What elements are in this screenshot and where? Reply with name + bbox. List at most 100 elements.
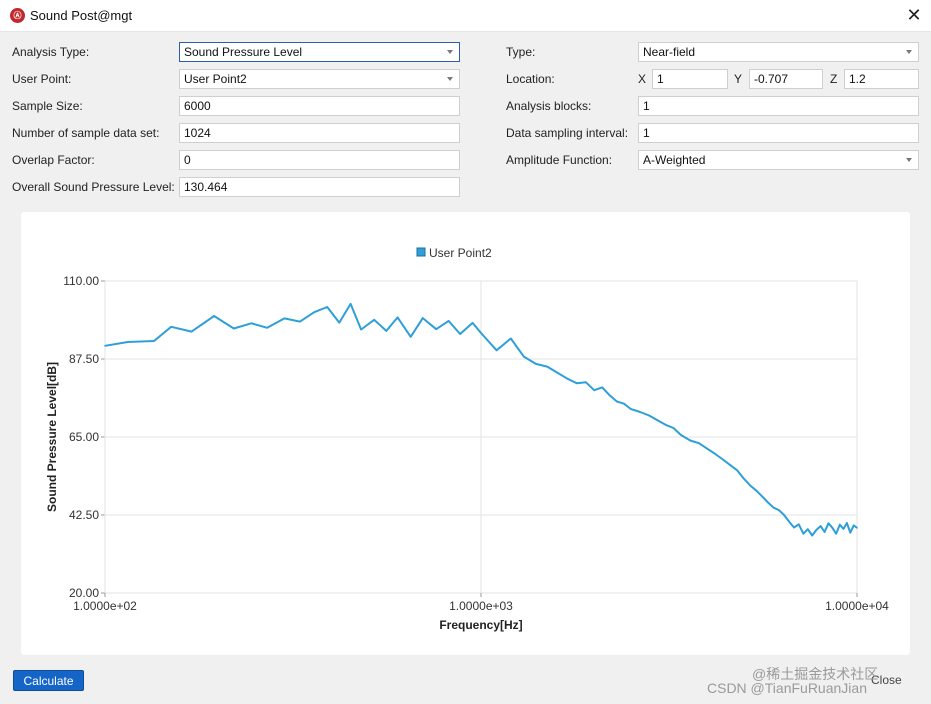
series-point [510, 337, 512, 340]
spl-chart: 110.00 87.50 65.00 42.50 20.001.0000e+02 1.00… [45, 246, 889, 632]
series-point [593, 389, 595, 391]
series-point [495, 349, 498, 352]
series-point [360, 328, 362, 331]
series-point [576, 382, 578, 385]
series-point [842, 528, 845, 530]
x-tick-label: 1.0000e+03 [449, 599, 513, 613]
user-point-select[interactable]: User Point2 [179, 69, 460, 89]
overlap-factor-label: Overlap Factor: [12, 153, 95, 167]
series-point [104, 345, 106, 347]
series-point [266, 327, 268, 329]
series-point [815, 529, 818, 531]
analysis-type-label: Analysis Type: [12, 45, 90, 59]
dialog-body: Analysis Type: Sound Pressure Level User… [0, 32, 931, 704]
series-point [761, 495, 764, 498]
overlap-factor-field[interactable]: 0 [179, 150, 460, 170]
app-logo-icon: Ⓐ [10, 8, 25, 23]
series-point [585, 381, 587, 383]
series-point [788, 520, 790, 523]
series-point [535, 363, 537, 365]
series-point [459, 333, 461, 335]
overall-spl-field[interactable]: 130.464 [179, 177, 460, 197]
series-point [839, 523, 841, 526]
series-point [213, 315, 215, 317]
amplitude-function-select[interactable]: A-Weighted [638, 150, 919, 170]
close-button[interactable]: Close [871, 673, 902, 687]
y-axis-label: Sound Pressure Level[dB] [45, 362, 59, 512]
type-select[interactable]: Near-field [638, 42, 919, 62]
series-point [422, 317, 424, 319]
series-point [601, 386, 603, 389]
series-point [849, 531, 852, 534]
series-point [233, 327, 235, 330]
series-point [793, 526, 795, 529]
data-sampling-interval-field[interactable]: 1 [638, 123, 919, 143]
user-point-label: User Point: [12, 72, 72, 86]
analysis-blocks-field[interactable]: 1 [638, 96, 919, 116]
location-y-label: Y [734, 72, 743, 86]
y-tick-label: 110.00 [63, 274, 99, 288]
series-point [811, 534, 813, 537]
num-sample-data-set-field[interactable]: 1024 [179, 123, 460, 143]
series-point [546, 365, 548, 368]
analysis-type-value: Sound Pressure Level [184, 45, 303, 59]
num-sample-data-set-label: Number of sample data set: [12, 126, 160, 140]
location-z-label: Z [830, 72, 838, 86]
chevron-down-icon [906, 158, 912, 162]
amplitude-function-label: Amplitude Function: [506, 153, 613, 167]
series-point [831, 527, 834, 529]
watermark-csdn: CSDN @TianFuRuanJian [707, 680, 867, 696]
series-point [743, 477, 745, 480]
legend-swatch [416, 247, 426, 257]
data-sampling-interval-label: Data sampling interval: [506, 126, 629, 140]
series-point [778, 509, 780, 511]
series-point [629, 408, 632, 410]
series-point [798, 523, 800, 526]
series-point [556, 372, 559, 374]
series-point [672, 427, 675, 429]
series-point [698, 442, 700, 444]
y-tick-label: 65.00 [69, 430, 99, 444]
series-point [283, 317, 286, 320]
series-point [846, 522, 848, 524]
y-tick-label: 87.50 [69, 352, 99, 366]
series-point [819, 525, 822, 527]
series-point [190, 330, 193, 333]
title-bar: Ⓐ Sound Post@mgt ✕ [0, 0, 931, 32]
series-point [749, 484, 751, 487]
series-point [648, 414, 650, 417]
location-x-field[interactable]: 1 [652, 69, 728, 89]
series-point [827, 522, 830, 525]
y-tick-label: 20.00 [69, 586, 99, 600]
amplitude-function-value: A-Weighted [643, 153, 706, 167]
series-point [435, 328, 438, 330]
calculate-button[interactable]: Calculate [13, 670, 84, 691]
window-title: Sound Post@mgt [30, 8, 133, 23]
series-point [783, 514, 785, 516]
analysis-type-select[interactable]: Sound Pressure Level [179, 42, 460, 62]
location-y-field[interactable]: -0.707 [749, 69, 823, 89]
series-point [313, 311, 316, 313]
sample-size-label: Sample Size: [12, 99, 83, 113]
series-line-user-point2 [104, 302, 858, 537]
type-value: Near-field [643, 45, 696, 59]
series-point [755, 489, 758, 492]
series-point [823, 531, 826, 533]
sample-size-field[interactable]: 6000 [179, 96, 460, 116]
series-point [170, 326, 172, 328]
close-icon[interactable]: ✕ [906, 5, 922, 25]
series-point [326, 306, 329, 308]
series-point [689, 439, 691, 442]
series-point [665, 424, 667, 426]
series-point [153, 340, 155, 342]
series-point [736, 469, 738, 472]
chevron-down-icon [447, 77, 453, 81]
series-point [856, 527, 858, 529]
type-label: Type: [506, 45, 536, 59]
series-point [807, 528, 809, 530]
y-tick-label: 42.50 [69, 508, 99, 522]
location-x-label: X [638, 72, 647, 86]
series-point [706, 448, 709, 450]
location-z-field[interactable]: 1.2 [844, 69, 919, 89]
series-point [523, 355, 525, 358]
